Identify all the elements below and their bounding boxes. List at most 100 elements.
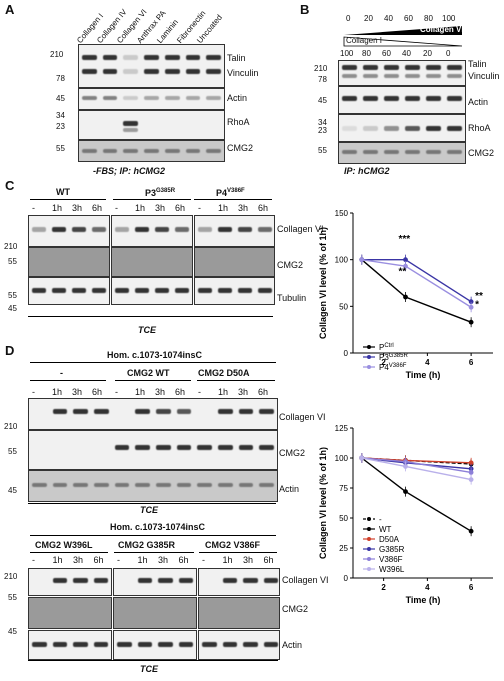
protein-band xyxy=(32,483,47,487)
marker-45: 45 xyxy=(318,96,327,105)
legend-label: V386F xyxy=(379,555,403,564)
legend-label: PCtrl xyxy=(379,343,394,352)
protein-band xyxy=(82,96,97,100)
significance-marker: ** xyxy=(399,267,407,278)
y-tick-label: 150 xyxy=(335,209,349,218)
marker-210: 210 xyxy=(4,422,18,431)
protein-band xyxy=(447,150,462,154)
blot-label-actin: Actin xyxy=(282,640,303,650)
data-point xyxy=(403,489,408,494)
protein-band xyxy=(178,642,193,647)
panel-d2-underline xyxy=(28,660,278,661)
legend-label: W396L xyxy=(379,565,405,574)
protein-band xyxy=(123,128,139,132)
data-point xyxy=(403,263,408,269)
time-label: - xyxy=(198,387,201,397)
protein-band xyxy=(164,149,180,153)
protein-band xyxy=(206,69,221,74)
blot-cmg2 xyxy=(113,597,197,629)
blot-actin xyxy=(28,470,278,502)
protein-band xyxy=(405,74,420,78)
group-none: - xyxy=(60,368,63,378)
protein-band xyxy=(135,227,149,232)
protein-band xyxy=(52,642,67,647)
panel-d2-caption: TCE xyxy=(140,664,158,674)
group-p3: P3G385R xyxy=(145,186,175,198)
legend-label: D50A xyxy=(379,535,400,544)
protein-band xyxy=(135,409,150,414)
blot-rhoa xyxy=(338,114,466,142)
time-label: - xyxy=(202,555,205,565)
time-label: 1h xyxy=(52,555,63,565)
group-p3-name: P3 xyxy=(145,188,157,198)
protein-band xyxy=(363,65,378,70)
protein-band xyxy=(384,96,399,101)
group-line-p3 xyxy=(113,199,191,200)
protein-band xyxy=(259,483,274,487)
protein-band xyxy=(405,96,420,101)
protein-band xyxy=(115,288,129,293)
legend-label: WT xyxy=(379,525,392,534)
protein-band xyxy=(144,69,159,74)
protein-band xyxy=(185,69,201,74)
bottom-value-80: 80 xyxy=(362,49,371,58)
series-line xyxy=(361,258,472,303)
blot-label-cmg2: CMG2 xyxy=(277,260,304,270)
blot-label-vinculin: Vinculin xyxy=(468,71,500,81)
group-cmg2-v386f: CMG2 V386F xyxy=(205,540,261,550)
panel-d-blots xyxy=(28,398,278,503)
marker-45: 45 xyxy=(8,486,17,495)
blot-cmg2 xyxy=(78,140,225,162)
protein-band xyxy=(198,227,212,232)
blot-label-collagen-vi: Collagen VI xyxy=(277,224,324,234)
time-label: 1h xyxy=(135,203,146,213)
blot-label-tubulin: Tubulin xyxy=(277,293,307,303)
blot-tubulin xyxy=(28,277,110,305)
time-label: 1h xyxy=(52,387,63,397)
marker-210: 210 xyxy=(4,572,18,581)
protein-band xyxy=(426,74,441,78)
panel-d-header-2: Hom. c.1073-1074insC xyxy=(110,522,206,532)
protein-band xyxy=(263,578,278,583)
protein-band xyxy=(123,149,139,153)
blot-collagen-vi xyxy=(111,215,193,247)
x-tick-label: 6 xyxy=(469,583,474,592)
marker-55: 55 xyxy=(8,593,17,602)
panel-d-caption: TCE xyxy=(140,505,158,515)
blot-tubulin xyxy=(111,277,193,305)
protein-band xyxy=(176,445,192,450)
protein-band xyxy=(123,55,139,60)
group-line-v386f xyxy=(199,552,277,553)
blot-label-cmg2: CMG2 xyxy=(468,148,495,158)
protein-band xyxy=(405,65,420,70)
protein-band xyxy=(197,445,212,450)
blot-cmg2 xyxy=(198,597,280,629)
marker-78: 78 xyxy=(56,74,65,83)
y-tick-label: 50 xyxy=(339,514,348,523)
time-label: - xyxy=(32,203,35,213)
protein-band xyxy=(218,445,233,450)
wedge-label-collagen-i: Collagen I xyxy=(346,36,383,45)
blot-cmg2 xyxy=(28,597,112,629)
panel-d-header-line xyxy=(30,362,276,363)
blot-actin xyxy=(28,630,112,660)
time-label: 6h xyxy=(258,203,269,213)
panel-b-caption: IP: hCMG2 xyxy=(344,166,390,176)
protein-band xyxy=(94,409,109,414)
marker-55: 55 xyxy=(8,447,17,456)
bottom-value-40: 40 xyxy=(402,49,411,58)
protein-band xyxy=(144,149,159,153)
marker-34: 34 xyxy=(56,111,65,120)
time-label: 1h xyxy=(218,203,229,213)
legend-marker xyxy=(367,567,371,571)
time-label: - xyxy=(115,203,118,213)
data-point xyxy=(359,257,365,263)
marker-45: 45 xyxy=(56,94,65,103)
protein-band xyxy=(123,69,139,74)
protein-band xyxy=(238,445,254,450)
protein-band xyxy=(342,126,357,131)
x-tick-label: 4 xyxy=(425,358,430,367)
top-value-40: 40 xyxy=(384,14,393,23)
time-label: 6h xyxy=(92,387,103,397)
time-label: 6h xyxy=(258,387,269,397)
